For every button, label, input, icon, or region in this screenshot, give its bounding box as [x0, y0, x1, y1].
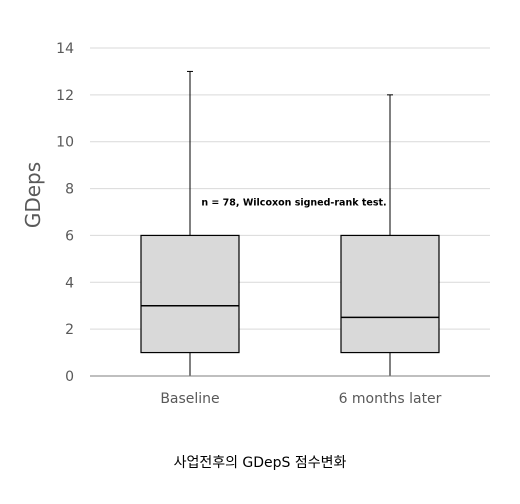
- x-axis-ticks: Baseline 6 months later: [160, 391, 441, 407]
- x-tick-label: Baseline: [160, 391, 219, 407]
- y-tick-label: 12: [56, 88, 74, 104]
- y-tick-label: 0: [65, 369, 74, 385]
- chart-caption: 사업전후의 GDepS 점수변화: [173, 455, 347, 471]
- y-tick-label: 10: [56, 135, 74, 151]
- box-iqr: [140, 234, 240, 354]
- y-axis-ticks: 0 2 4 6 8 10 12 14: [56, 41, 74, 385]
- y-tick-label: 14: [56, 41, 74, 57]
- y-tick-label: 4: [65, 275, 74, 291]
- y-tick-label: 8: [65, 182, 74, 198]
- boxes: [140, 70, 440, 376]
- y-tick-label: 6: [65, 228, 74, 244]
- x-tick-label: 6 months later: [339, 391, 442, 407]
- y-tick-label: 2: [65, 322, 74, 338]
- annotation-text: n = 78, Wilcoxon signed-rank test.: [201, 198, 386, 209]
- box-1: [140, 70, 240, 376]
- box-2: [340, 94, 440, 376]
- box-iqr: [340, 234, 440, 354]
- y-axis-label: GDeps: [21, 162, 45, 228]
